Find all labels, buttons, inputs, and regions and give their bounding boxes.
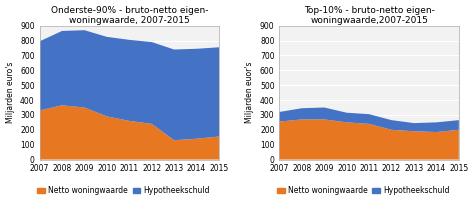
Y-axis label: Miljarden euro's: Miljarden euro's bbox=[6, 62, 15, 123]
Legend: Netto woningwaarde, Hypotheekschuld: Netto woningwaarde, Hypotheekschuld bbox=[35, 183, 213, 199]
Legend: Netto woningwaarde, Hypotheekschuld: Netto woningwaarde, Hypotheekschuld bbox=[274, 183, 453, 199]
Title: Onderste-90% - bruto-netto eigen-
woningwaarde, 2007-2015: Onderste-90% - bruto-netto eigen- woning… bbox=[51, 6, 208, 25]
Title: Top-10% - bruto-netto eigen-
woningwaarde,2007-2015: Top-10% - bruto-netto eigen- woningwaard… bbox=[304, 6, 435, 25]
Y-axis label: Miljarden euor's: Miljarden euor's bbox=[246, 62, 255, 123]
